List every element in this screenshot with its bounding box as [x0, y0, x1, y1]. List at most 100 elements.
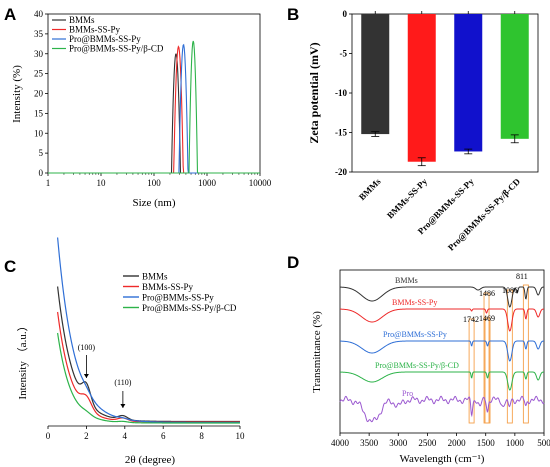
panel-a-ytick-label: 25 [34, 69, 44, 79]
panel-d-ylabel: Transmittance (%) [311, 311, 323, 393]
panel-d-line-pro-bmms-ss-py [339, 340, 545, 362]
panel-a-xtick-label: 1 [46, 178, 51, 188]
panel-c-legend: BMMsBMMs-SS-PyPro@BMMs-SS-PyPro@BMMs-SS-… [123, 272, 237, 313]
panel-d-peak-label: 811 [516, 272, 528, 281]
panel-letter-b: B [287, 5, 299, 24]
panel-c-x-axis: 0 2 4 6 8 10 [46, 425, 246, 441]
panel-d-x-ticks: 4000 3500 3000 2500 2000 1500 1000 500 [331, 433, 550, 448]
panel-c-annotation-label: (110) [114, 378, 131, 387]
panel-d-peak-label: 1086 [502, 286, 518, 295]
panel-d-frame [339, 269, 545, 434]
panel-b-ytick-label: -15 [335, 128, 347, 138]
panel-d-xtick-label: 2000 [448, 438, 467, 448]
panel-a-series [48, 40, 260, 174]
panel-b-ytick-label: -5 [340, 49, 348, 59]
panel-c-legend-label: Pro@BMMs-SS-Py/β-CD [142, 303, 237, 313]
panel-d-band-1086 [506, 289, 513, 424]
panel-d-line-pro [339, 395, 545, 423]
panel-b-xtick-label: BMMs [357, 176, 383, 202]
panel-b-y-ticks: 0 -5 -10 -15 -20 [335, 9, 352, 177]
panel-letter-c: C [4, 257, 16, 276]
panel-d-line-bmms [339, 286, 545, 308]
panel-d-xtick-label: 4000 [331, 438, 350, 448]
panel-a-legend-label: Pro@BMMs-SS-Py [69, 34, 141, 44]
panel-c-xtick-label: 6 [161, 431, 166, 441]
panel-d-xtick-label: 1000 [506, 438, 525, 448]
panel-a-ytick-label: 40 [34, 9, 44, 19]
panel-a-legend-label: BMMs [69, 15, 95, 25]
panel-a-x-ticks: 1 10 100 1000 10000 [46, 173, 272, 188]
panel-a-xtick-label: 1000 [198, 178, 217, 188]
panel-c-legend-label: BMMs [142, 272, 168, 282]
panel-b-ytick-label: -10 [335, 88, 347, 98]
panel-b-bar-pro-bmms-ss-py-cd [500, 14, 529, 139]
panel-d-line-bmms-ss-py [339, 308, 545, 332]
panel-a-legend-label: Pro@BMMs-SS-Py/β-CD [69, 44, 164, 54]
panel-c-xlabel: 2θ (degree) [125, 454, 175, 466]
panel-d-band-811 [522, 284, 529, 424]
panel-d-peak-label: 1469 [479, 314, 495, 323]
panel-b-ytick-label: -20 [335, 167, 347, 177]
panel-c-annotations: (100) (110) [78, 343, 132, 408]
panel-b-x-labels: BMMs BMMs-SS-PyPro@BMMs-SS-PyPro@BMMs-SS-… [357, 176, 523, 253]
panel-d-series-labels: BMMs BMMs-SS-Py Pro@BMMs-SS-Py Pro@BMMs-SS-… [375, 276, 459, 398]
panel-c-xtick-label: 10 [236, 431, 246, 441]
panel-letter-a: A [4, 5, 16, 24]
panel-d-band-1742 [468, 318, 475, 424]
panel-c-series [57, 237, 240, 424]
panel-c-line-bmms-ss-py [57, 311, 240, 423]
panel-d-peak-label: 1486 [479, 289, 495, 298]
panel-a-size-distribution: 0 5 10 15 20 25 30 35 40 1 10 100 1000 10000 BMMsBMM… [11, 9, 272, 209]
panel-a-ytick-label: 35 [34, 29, 44, 39]
panel-c-xtick-label: 4 [123, 431, 128, 441]
panel-a-xtick-label: 100 [147, 178, 161, 188]
panel-a-line-pro-bmms-ss-py [48, 43, 260, 174]
panel-a-line-pro-bmms-ss-py-cd [48, 40, 260, 174]
panel-c-xtick-label: 8 [199, 431, 204, 441]
panel-a-xtick-label: 10 [97, 178, 107, 188]
panel-d-ftir: BMMs BMMs-SS-Py Pro@BMMs-SS-Py Pro@BMMs-SS-… [311, 269, 550, 465]
panel-d-xtick-label: 2500 [418, 438, 437, 448]
panel-c-xtick-label: 0 [46, 431, 51, 441]
panel-b-zeta-potential: 0 -5 -10 -15 -20 BMMs BMMs-SS-PyPro@BMMs-SS-P… [307, 9, 539, 253]
panel-a-ytick-label: 20 [34, 89, 44, 99]
panel-c-line-pro-bmms-ss-py-cd [57, 332, 240, 424]
panel-d-series-label: Pro@BMMs-SS-Py/β-CD [375, 361, 459, 370]
panel-b-ytick-label: 0 [343, 9, 348, 19]
panel-c-legend-label: BMMs-SS-Py [142, 282, 194, 292]
panel-d-xlabel: Wavelength (cm⁻¹) [400, 453, 485, 465]
panel-c-annotation-label: (100) [78, 343, 96, 352]
panel-d-series-label: BMMs [395, 276, 418, 285]
panel-d-xtick-label: 3000 [389, 438, 408, 448]
panel-b-bar-bmms-ss-py [407, 14, 436, 162]
panel-c-xtick-label: 2 [84, 431, 89, 441]
panel-d-peak-label: 1742 [463, 315, 479, 324]
panel-c-saxs: 0 2 4 6 8 10 (100)(110) BMMsBMMs-SS-PyPro@BMM… [16, 237, 246, 466]
panel-d-series-label: BMMs-SS-Py [392, 298, 437, 307]
panel-c-ylabel: Intensity （a.u.） [16, 320, 29, 399]
panel-d-peak-labels: 1742 1486 1469 1086 811 [463, 272, 528, 324]
panel-a-ytick-label: 15 [34, 108, 44, 118]
panel-d-series-label: Pro@BMMs-SS-Py [383, 330, 447, 339]
panel-d-highlight-bands [468, 284, 529, 424]
panel-b-bar-pro-bmms-ss-py [454, 14, 483, 152]
panel-b-bar-bmms [361, 14, 390, 135]
panel-a-legend-label: BMMs-SS-Py [69, 25, 121, 35]
panel-d-line-pro-bmms-ss-py-cd [339, 371, 545, 391]
panel-a-ytick-label: 5 [39, 148, 44, 158]
panel-a-xtick-label: 10000 [249, 178, 272, 188]
panel-b-xtick-label: BMMs-SS-Py [385, 176, 430, 221]
panel-c-annotation-arrowhead [120, 404, 126, 408]
panel-a-legend: BMMsBMMs-SS-PyPro@BMMs-SS-PyPro@BMMs-SS-… [52, 15, 164, 54]
panel-d-series-label: Pro [402, 389, 413, 398]
panel-d-xtick-label: 3500 [360, 438, 379, 448]
panel-a-ytick-label: 30 [34, 49, 44, 59]
panel-a-ylabel: Intensity (%) [11, 65, 23, 123]
panel-b-bars [361, 11, 529, 167]
panel-c-annotation-arrowhead [83, 374, 89, 378]
panel-a-ytick-label: 0 [39, 168, 44, 178]
panel-d-series [339, 286, 545, 423]
panel-a-ytick-label: 10 [34, 128, 44, 138]
panel-d-band-1469 [484, 317, 491, 424]
